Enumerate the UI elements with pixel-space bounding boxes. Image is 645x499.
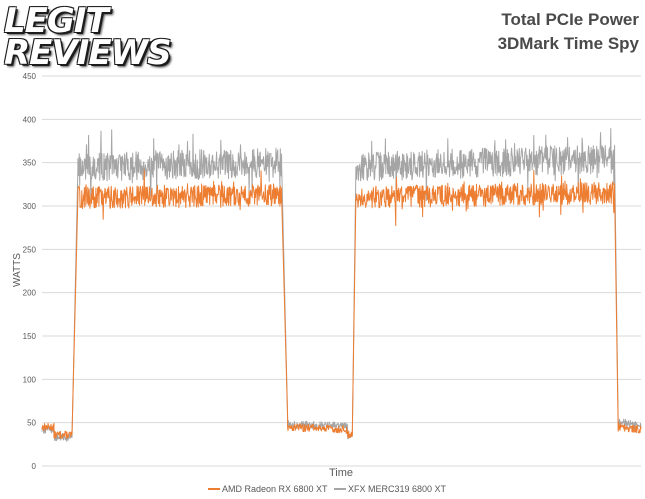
series-line-xfx-merc319 [41, 128, 642, 442]
logo-line-1: LEGIT [4, 1, 109, 41]
y-tick-label: 250 [23, 245, 37, 254]
y-tick-label: 300 [23, 202, 37, 211]
y-tick-label: 400 [23, 115, 37, 124]
y-tick-label: 100 [23, 375, 37, 384]
chart-subtitle: 3DMark Time Spy [497, 34, 639, 53]
y-tick-label: 200 [23, 289, 37, 298]
legend-entry: XFX MERC319 6800 XT [334, 484, 447, 494]
y-tick-label: 50 [27, 419, 36, 428]
legend-label: AMD Radeon RX 6800 XT [222, 484, 328, 494]
y-tick-label: 150 [23, 332, 37, 341]
legend-entry: AMD Radeon RX 6800 XT [208, 484, 328, 494]
chart-title-block: Total PCIe Power 3DMark Time Spy [498, 8, 639, 56]
logo-line-2: REVIEWS [4, 33, 172, 73]
series-lines [41, 128, 642, 442]
x-axis-label: Time [329, 467, 353, 479]
series-line-amd-rx6800xt [41, 169, 642, 440]
y-axis-ticks: 0 50 100 150 200 250 300 350 400 450 [23, 72, 37, 471]
y-axis-label: WATTS [12, 253, 23, 287]
gridlines [42, 75, 641, 467]
site-logo: LEGIT REVIEWS [4, 1, 172, 74]
y-tick-label: 450 [23, 72, 37, 81]
y-tick-label: 350 [23, 159, 37, 168]
chart-title: Total PCIe Power [501, 10, 639, 29]
legend: AMD Radeon RX 6800 XT XFX MERC319 6800 XT [208, 484, 447, 494]
y-tick-label: 0 [32, 462, 37, 471]
legend-label: XFX MERC319 6800 XT [348, 484, 447, 494]
